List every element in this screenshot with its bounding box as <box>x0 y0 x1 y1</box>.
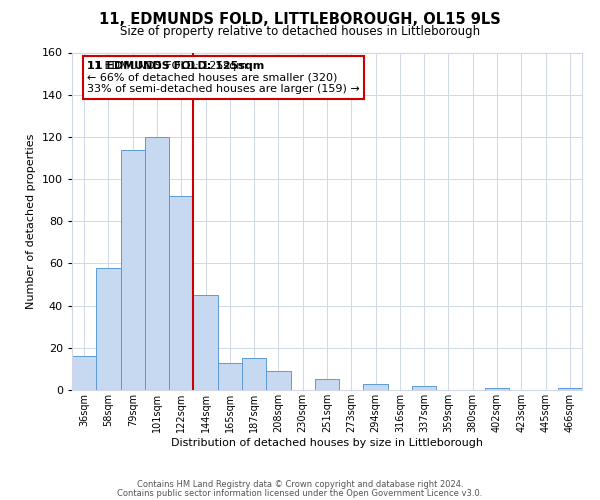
Text: Contains HM Land Registry data © Crown copyright and database right 2024.: Contains HM Land Registry data © Crown c… <box>137 480 463 489</box>
Bar <box>364 384 388 390</box>
Bar <box>485 388 509 390</box>
Bar <box>72 356 96 390</box>
Bar <box>96 268 121 390</box>
Text: 11 EDMUNDS FOLD: 125sqm
← 66% of detached houses are smaller (320)
33% of semi-d: 11 EDMUNDS FOLD: 125sqm ← 66% of detache… <box>88 61 360 94</box>
Bar <box>193 295 218 390</box>
Bar <box>121 150 145 390</box>
Bar <box>558 388 582 390</box>
Text: Size of property relative to detached houses in Littleborough: Size of property relative to detached ho… <box>120 24 480 38</box>
Y-axis label: Number of detached properties: Number of detached properties <box>26 134 36 309</box>
Bar <box>169 196 193 390</box>
Bar <box>242 358 266 390</box>
Bar <box>315 380 339 390</box>
Bar <box>266 371 290 390</box>
Text: Contains public sector information licensed under the Open Government Licence v3: Contains public sector information licen… <box>118 488 482 498</box>
Text: 11, EDMUNDS FOLD, LITTLEBOROUGH, OL15 9LS: 11, EDMUNDS FOLD, LITTLEBOROUGH, OL15 9L… <box>99 12 501 28</box>
Bar <box>218 362 242 390</box>
Text: 11 EDMUNDS FOLD: 125sqm: 11 EDMUNDS FOLD: 125sqm <box>88 61 265 71</box>
Bar <box>412 386 436 390</box>
Bar <box>145 137 169 390</box>
X-axis label: Distribution of detached houses by size in Littleborough: Distribution of detached houses by size … <box>171 438 483 448</box>
